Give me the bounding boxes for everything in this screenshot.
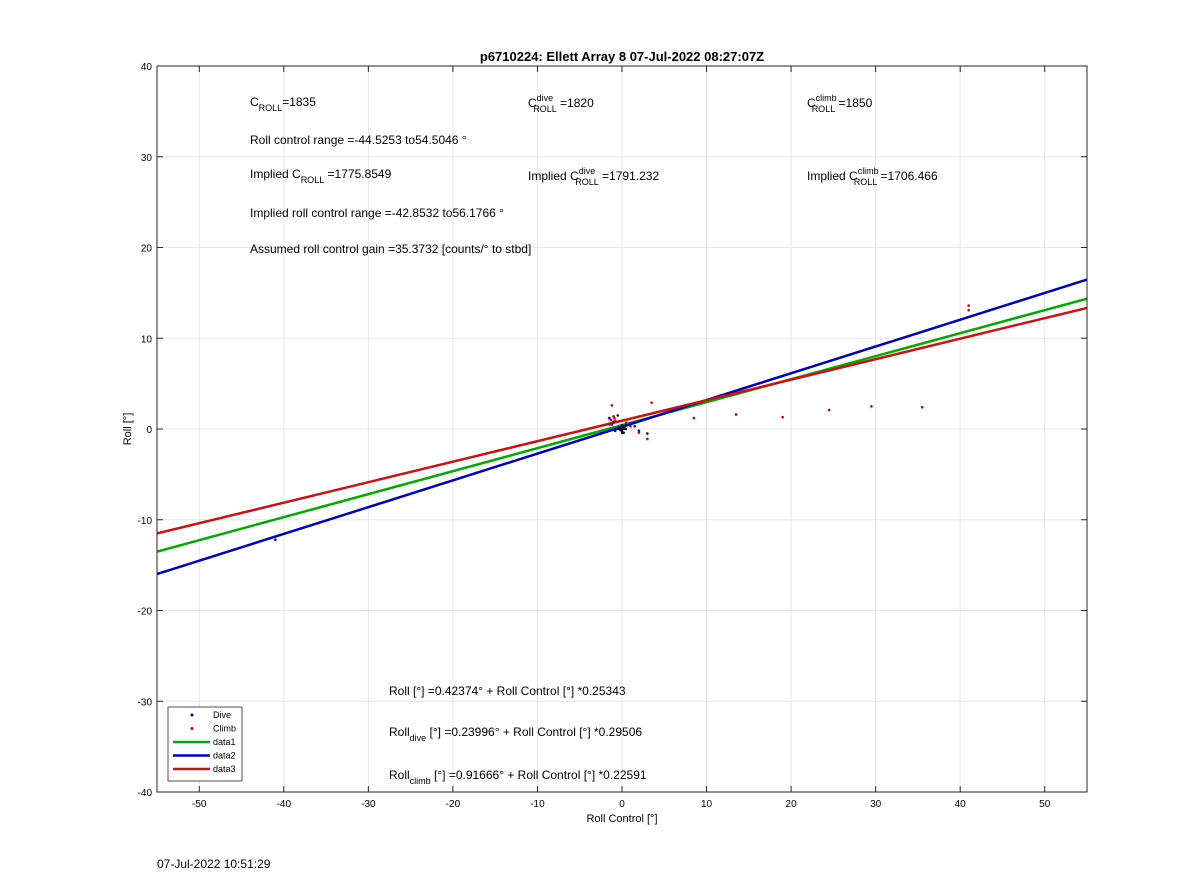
annotation-c-roll-climb: Cclimb ROLL =1850 [807,93,873,114]
y-tick-label: 40 [141,62,153,73]
legend-label-data3: data3 [213,764,236,774]
legend-label-data2: data2 [213,751,236,761]
annotation-fit-all: Roll [°] =0.42374° + Roll Control [°] *0… [389,684,626,698]
point-climb [610,404,614,407]
x-tick-label: -30 [361,799,376,810]
y-tick-label: -20 [138,607,153,618]
point-dive [613,429,617,433]
point-climb [870,405,873,408]
annotation-c-roll: CROLL=1835 [250,95,316,113]
y-tick-label: -30 [138,697,153,708]
point-dive [605,430,609,434]
fit-line-data3 [157,306,1087,535]
point-climb [734,413,738,416]
point-climb [613,419,617,423]
legend: Dive Climb data1 data2 data3 [167,706,243,782]
point-climb [781,415,784,419]
point-climb [609,418,613,422]
legend-marker-climb [190,727,194,730]
y-tick-label: -40 [138,788,153,799]
x-tick-label: 0 [619,799,625,810]
annotation-c-roll-dive: Cdive ROLL =1820 [528,93,594,114]
point-climb [827,408,831,412]
y-tick-label: 30 [141,153,153,164]
x-tick-label: -10 [530,799,545,810]
point-climb [637,431,641,434]
annotation-implied-c-roll-climb: Implied Cclimb ROLL =1706.466 [807,166,938,187]
annotation-fit-dive: Rolldive [°] =0.23996° + Roll Control [°… [389,725,642,743]
y-tick-label: 10 [141,334,153,345]
y-tick-label: 20 [141,244,153,255]
point-dive [629,422,632,425]
point-dive [618,425,621,429]
point-dive [608,416,611,420]
point-dive [274,538,277,542]
y-tick-label: 0 [146,425,152,436]
chart-title: p6710224: Ellett Array 8 07-Jul-2022 08:… [480,49,764,64]
data-points [274,304,970,542]
annotation-assumed-gain: Assumed roll control gain =35.3732 [coun… [250,242,531,256]
x-tick-label: 10 [701,799,713,810]
point-climb [692,416,696,420]
point-climb [613,416,616,420]
annotation-fit-climb: Rollclimb [°] =0.91666° + Roll Control [… [389,768,647,786]
x-tick-label: 40 [955,799,967,810]
y-axis-label: Roll [°] [122,413,134,446]
point-climb [967,304,970,307]
point-climb [967,308,970,312]
annotation-implied-c-roll-dive: Implied Cdive ROLL =1791.232 [528,166,659,187]
annotations: CROLL=1835 Cdive ROLL =1820 Cclimb ROLL =185… [250,93,938,786]
x-tick-label: 20 [786,799,798,810]
x-axis-label: Roll Control [°] [586,813,657,825]
x-tick-label: -20 [446,799,461,810]
point-dive [616,414,620,417]
annotation-implied-c-roll: Implied CROLL =1775.8549 [250,167,392,185]
x-tick-label: -40 [277,799,292,810]
point-dive [646,432,649,435]
footer-timestamp: 07-Jul-2022 10:51:29 [157,857,271,871]
axes: -50 -40 -30 -20 -10 0 10 20 30 40 50 -40 -30 -20 -10 0 1… [138,62,1088,810]
point-dive [610,423,614,426]
x-tick-label: 50 [1039,799,1051,810]
point-dive [622,431,625,434]
point-climb [624,421,628,424]
annotation-roll-control-range: Roll control range =-44.5253 to54.5046 ° [250,133,467,147]
annotation-implied-roll-control-range: Implied roll control range =-42.8532 to5… [250,206,504,220]
legend-label-data1: data1 [213,737,236,747]
legend-label-climb: Climb [213,724,236,734]
point-climb [608,423,611,426]
point-climb [920,405,924,409]
point-dive [637,429,641,433]
legend-marker-dive [190,713,194,717]
point-climb [650,401,653,404]
legend-label-dive: Dive [213,710,231,720]
point-dive [599,432,603,435]
point-dive [624,424,628,427]
point-climb [646,437,649,441]
x-tick-label: -50 [192,799,207,810]
y-tick-label: -10 [138,516,153,527]
x-tick-label: 30 [870,799,882,810]
point-dive [633,424,636,428]
point-climb [629,424,632,428]
